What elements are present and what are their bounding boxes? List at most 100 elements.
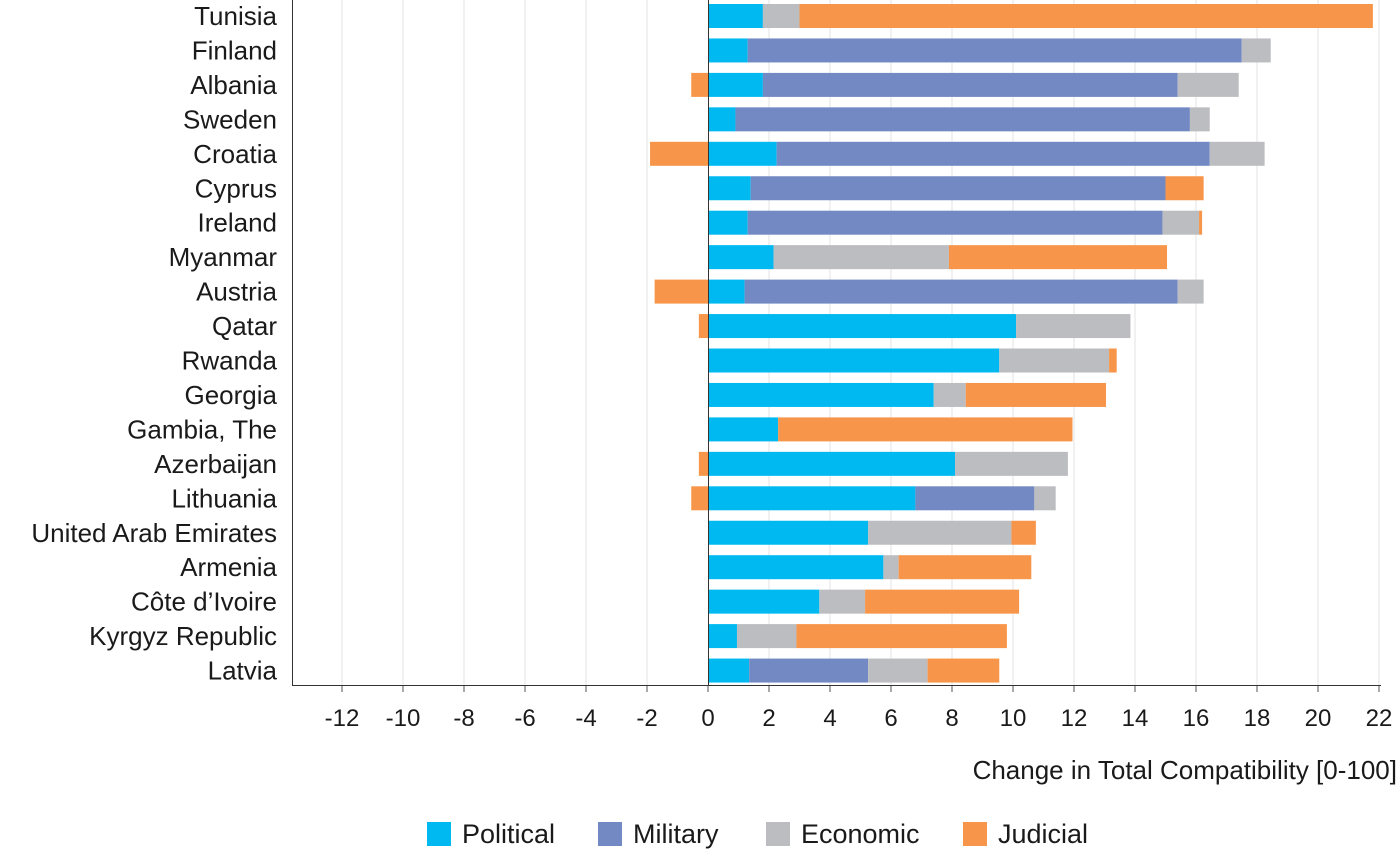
category-label: Qatar <box>212 311 277 341</box>
category-label: Gambia, The <box>127 414 277 444</box>
legend-label-economic: Economic <box>801 819 920 849</box>
x-tick-label: -2 <box>636 705 657 732</box>
category-label: Rwanda <box>182 346 278 376</box>
bar-judicial-georgia <box>965 382 1107 407</box>
bar-political-gambia-the <box>708 417 779 442</box>
bar-political-finland <box>708 38 748 63</box>
bar-economic-c-te-d-ivoire <box>819 589 866 614</box>
legend-swatch-judicial <box>963 822 987 846</box>
bar-judicial-gambia-the <box>778 417 1073 442</box>
bar-military-finland <box>747 38 1242 63</box>
bar-judicial-latvia <box>927 658 1000 683</box>
bar-political-ireland <box>708 210 748 235</box>
bar-political-rwanda <box>708 348 1000 373</box>
x-tick-label: 2 <box>762 705 775 732</box>
category-label: Croatia <box>193 139 277 169</box>
bar-economic-rwanda <box>999 348 1110 373</box>
x-axis-title: Change in Total Compatibility [0-100] <box>973 755 1397 785</box>
bar-military-cyprus <box>750 176 1166 201</box>
bar-judicial-c-te-d-ivoire <box>865 589 1020 614</box>
bar-political-cyprus <box>708 176 751 201</box>
bar-economic-ireland <box>1162 210 1200 235</box>
category-label: Kyrgyz Republic <box>89 621 277 651</box>
x-tick-label: 14 <box>1122 705 1149 732</box>
x-tick-label: -12 <box>325 705 360 732</box>
bar-judicial-lithuania <box>691 486 708 511</box>
bar-political-albania <box>708 72 763 97</box>
bar-judicial-cyprus <box>1165 176 1204 201</box>
category-label: Cyprus <box>195 173 277 203</box>
bar-judicial-austria <box>654 279 708 304</box>
bar-military-austria <box>744 279 1178 304</box>
category-label: Lithuania <box>171 483 277 513</box>
bar-political-qatar <box>708 314 1017 339</box>
bars <box>650 4 1373 683</box>
bar-judicial-ireland <box>1199 210 1203 235</box>
category-label: Austria <box>196 277 277 307</box>
bar-economic-azerbaijan <box>955 451 1068 476</box>
category-label: Latvia <box>208 656 278 686</box>
bar-military-ireland <box>747 210 1163 235</box>
legend: Political Military Economic Judicial <box>427 819 1088 849</box>
category-label: Azerbaijan <box>154 449 277 479</box>
bar-political-austria <box>708 279 745 304</box>
x-tick-label: 6 <box>884 705 897 732</box>
x-tick-label: 8 <box>945 705 958 732</box>
x-tick-label: -8 <box>453 705 474 732</box>
bar-military-latvia <box>749 658 869 683</box>
bar-economic-united-arab-emirates <box>868 520 1012 545</box>
bar-economic-lithuania <box>1034 486 1056 511</box>
bar-economic-myanmar <box>773 245 949 270</box>
bar-economic-latvia <box>868 658 928 683</box>
bar-political-georgia <box>708 382 934 407</box>
x-tick-label: 18 <box>1244 705 1271 732</box>
category-label: Albania <box>190 70 277 100</box>
x-tick-label: 4 <box>823 705 836 732</box>
legend-label-political: Political <box>462 819 555 849</box>
category-label: Côte d’Ivoire <box>131 587 277 617</box>
bar-economic-albania <box>1177 72 1239 97</box>
legend-swatch-military <box>598 822 622 846</box>
bar-judicial-kyrgyz-republic <box>796 624 1007 649</box>
legend-swatch-political <box>427 822 451 846</box>
bar-economic-finland <box>1241 38 1271 63</box>
category-labels: Tunisia Finland Albania Sweden Croatia Cyprus… <box>31 1 277 686</box>
bar-political-c-te-d-ivoire <box>708 589 820 614</box>
bar-political-croatia <box>708 141 777 166</box>
x-tick-label: 12 <box>1061 705 1088 732</box>
bar-economic-qatar <box>1016 314 1131 339</box>
x-tick-label: 0 <box>701 705 714 732</box>
category-label: Tunisia <box>194 1 277 31</box>
bar-judicial-armenia <box>898 555 1032 580</box>
bar-political-armenia <box>708 555 884 580</box>
bar-political-lithuania <box>708 486 916 511</box>
bar-economic-croatia <box>1209 141 1265 166</box>
bar-political-azerbaijan <box>708 451 956 476</box>
x-tick-label: -10 <box>386 705 421 732</box>
bar-political-latvia <box>708 658 750 683</box>
bar-political-tunisia <box>708 4 763 28</box>
bar-judicial-azerbaijan <box>698 451 708 476</box>
category-label: Myanmar <box>169 242 278 272</box>
bar-military-sweden <box>735 107 1190 132</box>
category-label: Georgia <box>185 380 278 410</box>
bar-judicial-myanmar <box>948 245 1168 270</box>
bar-economic-austria <box>1177 279 1204 304</box>
category-label: Sweden <box>183 104 277 134</box>
x-tick-label: -6 <box>514 705 535 732</box>
bar-economic-georgia <box>933 382 966 407</box>
axes <box>292 0 1381 692</box>
bar-judicial-qatar <box>698 314 708 339</box>
x-tick-labels: -12 -10 -8 -6 -4 -2 0 2 4 6 8 10 12 14 16 18 20 22 <box>325 705 1393 732</box>
bar-judicial-rwanda <box>1109 348 1117 373</box>
bar-military-croatia <box>776 141 1210 166</box>
bar-judicial-croatia <box>650 141 708 166</box>
category-label: Finland <box>192 35 277 65</box>
x-tick-label: 16 <box>1183 705 1210 732</box>
bar-political-sweden <box>708 107 736 132</box>
bar-military-albania <box>762 72 1178 97</box>
category-label: Ireland <box>198 208 278 238</box>
category-label: United Arab Emirates <box>31 518 277 548</box>
x-tick-label: 10 <box>1000 705 1027 732</box>
